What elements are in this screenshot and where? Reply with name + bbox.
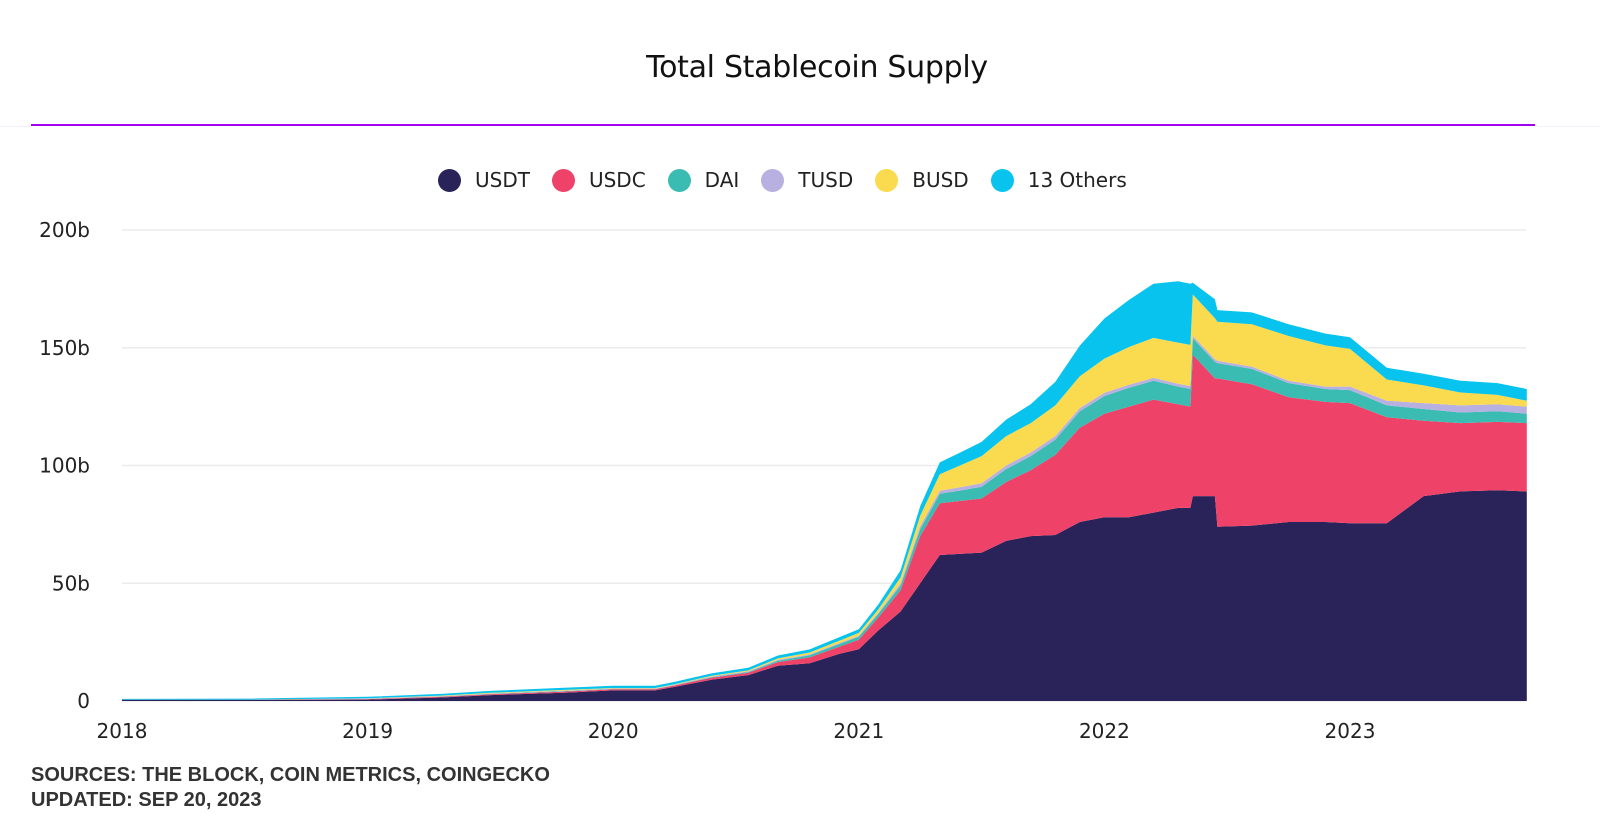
header-divider-right [1535,126,1600,127]
legend-swatch-tusd [761,168,785,192]
legend-swatch-busd [875,168,899,192]
legend-label-usdt: USDT [475,168,530,192]
y-tick-label: 100b [39,454,90,478]
legend-swatch-usdc [551,168,575,192]
legend-swatch-others [990,168,1014,192]
legend-swatch-dai [667,168,691,192]
header-divider [31,124,1535,126]
footer-sources: SOURCES: THE BLOCK, COIN METRICS, COINGE… [31,764,550,786]
y-axis-ticks: 0 50b 100b 150b 200b [39,218,90,713]
chart-legend: USDT USDC DAI TUSD BUSD 13 Others [438,168,1149,192]
x-axis-ticks: 2018 2019 2020 2021 2022 2023 [97,719,1376,743]
chart-title: Total Stablecoin Supply [646,50,988,85]
legend-label-usdc: USDC [588,168,646,192]
y-tick-label: 200b [39,218,90,242]
legend-label-tusd: TUSD [798,168,854,192]
legend-swatch-usdt [438,168,461,192]
legend-item-busd[interactable]: BUSD [875,168,969,192]
y-tick-label: 50b [52,571,90,595]
legend-item-dai[interactable]: DAI [667,168,740,192]
header-divider-left [0,126,31,127]
legend-label-busd: BUSD [912,168,969,192]
y-tick-label: 150b [39,336,90,360]
x-tick-label: 2019 [342,719,393,743]
legend-item-usdt[interactable]: USDT [438,168,530,192]
area-series [122,281,1527,701]
area-usdt [122,490,1527,701]
y-tick-label: 0 [77,689,90,713]
x-tick-label: 2022 [1079,719,1130,743]
x-tick-label: 2023 [1325,719,1376,743]
x-tick-label: 2018 [97,719,148,743]
footer-updated: UPDATED: SEP 20, 2023 [31,789,262,811]
area-usdc [122,354,1527,700]
x-tick-label: 2020 [588,719,639,743]
x-tick-label: 2021 [833,719,884,743]
legend-label-others: 13 Others [1027,168,1127,192]
legend-item-usdc[interactable]: USDC [551,168,646,192]
legend-item-tusd[interactable]: TUSD [761,168,853,192]
legend-item-others[interactable]: 13 Others [990,168,1127,192]
legend-label-dai: DAI [704,168,740,192]
